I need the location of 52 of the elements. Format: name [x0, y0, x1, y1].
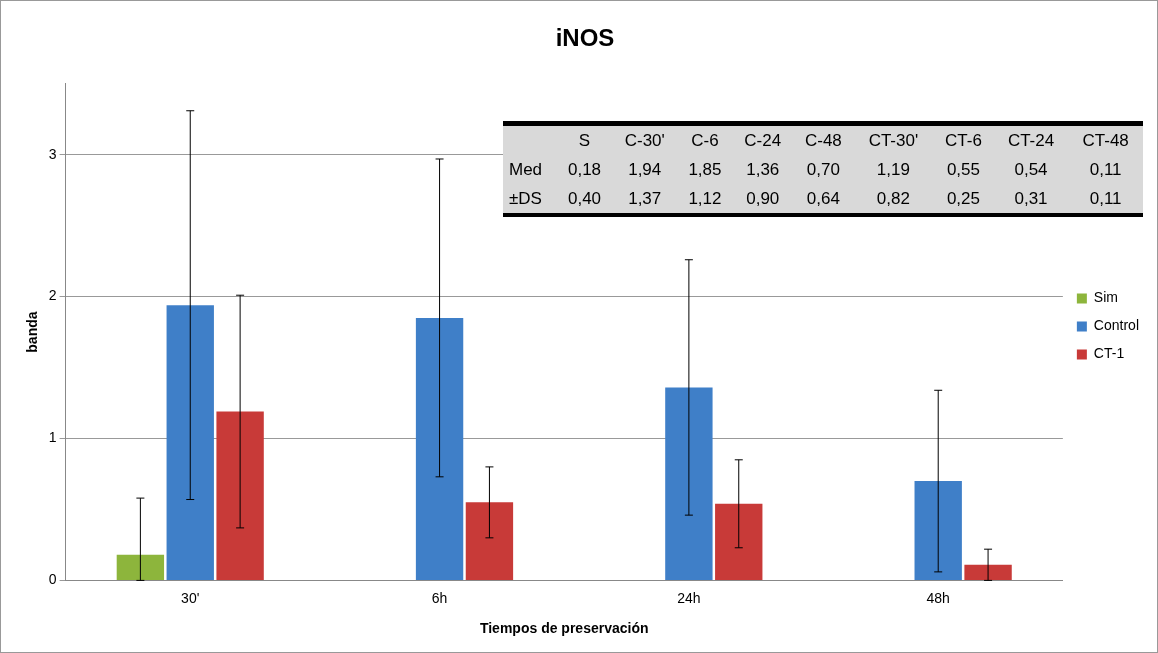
- category-label: C-6: [690, 129, 720, 152]
- y-tick-label: 2: [48, 287, 57, 304]
- category-label: C-30': [623, 129, 666, 152]
- y-tick-label: 1: [48, 429, 57, 446]
- text: 0,25: [946, 188, 980, 208]
- category-label: C-24: [743, 129, 783, 152]
- text: 1,19: [876, 159, 910, 179]
- bar: [116, 554, 165, 580]
- text: 0,54: [1014, 159, 1048, 179]
- bar: [166, 305, 214, 580]
- category-label: CT-6: [944, 129, 983, 152]
- y-axis-title: banda: [24, 311, 41, 353]
- category-label: Med: [509, 159, 543, 179]
- text: 1,94: [628, 159, 662, 179]
- text: 1,85: [688, 159, 722, 179]
- y-tick-label: 3: [48, 145, 57, 162]
- category-label: CT-48: [1081, 129, 1130, 152]
- category-label: ±DS: [509, 188, 542, 208]
- text: 0,64: [806, 188, 840, 208]
- bar: [964, 564, 1012, 580]
- text: 0,82: [876, 188, 910, 208]
- bar: [415, 317, 464, 580]
- bar: [216, 411, 264, 580]
- text: 0,11: [1089, 188, 1122, 208]
- text: 1,37: [628, 188, 662, 208]
- x-tick-label: 24h: [677, 589, 701, 606]
- chart-title: iNOS: [555, 24, 615, 52]
- text: 0,90: [746, 188, 780, 208]
- legend-label: Control: [1093, 317, 1140, 334]
- category-label: C-48: [803, 129, 843, 152]
- category-label: CT-30': [867, 129, 920, 152]
- legend-label: Sim: [1093, 289, 1118, 306]
- text: 0,70: [806, 159, 840, 179]
- x-axis-title: Tiempos de preservación: [479, 620, 649, 637]
- category-label: S: [577, 129, 592, 152]
- text: 0,31: [1014, 188, 1048, 208]
- x-tick-label: 6h: [431, 589, 448, 606]
- text: 0,40: [567, 188, 602, 208]
- x-tick-label: 30': [181, 589, 200, 606]
- text: 1,36: [746, 159, 780, 179]
- bar: [665, 387, 713, 580]
- y-tick-label: 0: [48, 571, 57, 588]
- text: 1,12: [688, 188, 722, 208]
- bar: [715, 503, 763, 580]
- bar: [465, 502, 514, 580]
- legend-label: CT-1: [1093, 345, 1125, 362]
- bar: [914, 481, 962, 580]
- x-tick-label: 48h: [926, 589, 950, 606]
- text: 0,11: [1089, 159, 1122, 179]
- text: 0,55: [946, 159, 980, 179]
- text: 0,18: [567, 159, 602, 179]
- category-label: CT-24: [1006, 129, 1056, 152]
